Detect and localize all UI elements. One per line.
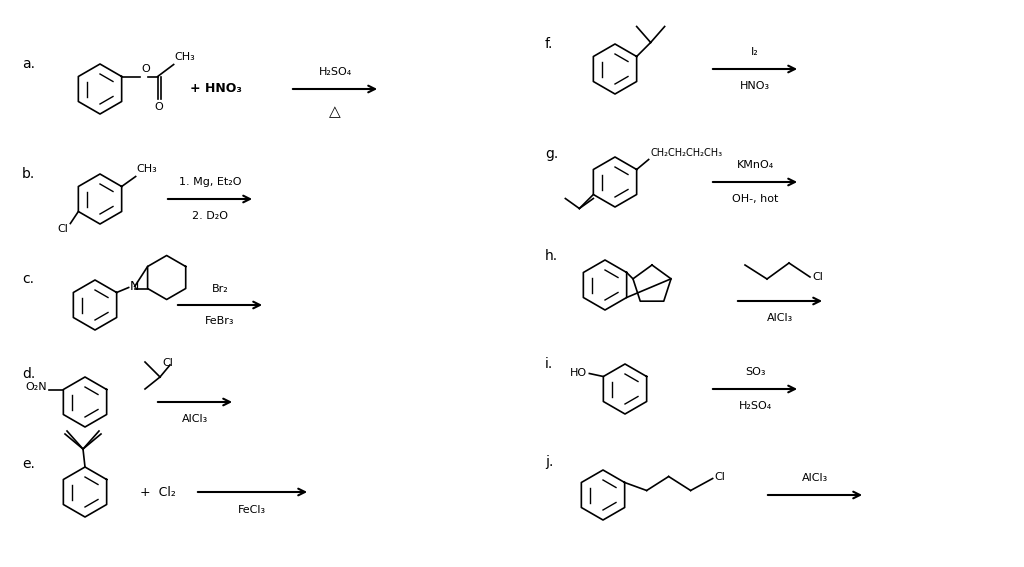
Text: a.: a.	[22, 57, 35, 71]
Text: c.: c.	[22, 272, 34, 286]
Text: Cl: Cl	[162, 358, 173, 368]
Text: d.: d.	[22, 367, 35, 381]
Text: HO: HO	[570, 367, 588, 378]
Text: h.: h.	[545, 249, 558, 263]
Text: e.: e.	[22, 457, 35, 471]
Text: FeBr₃: FeBr₃	[205, 316, 234, 326]
Text: AlCl₃: AlCl₃	[767, 313, 794, 323]
Text: FeCl₃: FeCl₃	[238, 505, 266, 515]
Text: b.: b.	[22, 167, 35, 181]
Text: 1. Mg, Et₂O: 1. Mg, Et₂O	[179, 177, 242, 187]
Text: OH-, hot: OH-, hot	[732, 194, 778, 204]
Text: CH₃: CH₃	[175, 53, 196, 62]
Text: O: O	[141, 64, 151, 74]
Text: CH₂CH₂CH₂CH₃: CH₂CH₂CH₂CH₃	[650, 147, 723, 158]
Text: H₂SO₄: H₂SO₄	[738, 401, 772, 411]
Text: HNO₃: HNO₃	[740, 81, 770, 91]
Text: +  Cl₂: + Cl₂	[140, 485, 176, 498]
Text: Cl: Cl	[57, 225, 69, 235]
Text: + HNO₃: + HNO₃	[189, 83, 242, 95]
Text: CH₃: CH₃	[136, 164, 158, 175]
Text: O: O	[155, 103, 163, 112]
Text: 2. D₂O: 2. D₂O	[193, 211, 228, 221]
Text: N: N	[130, 280, 139, 293]
Text: f.: f.	[545, 37, 553, 51]
Text: H₂SO₄: H₂SO₄	[318, 67, 351, 77]
Text: AlCl₃: AlCl₃	[182, 414, 208, 424]
Text: Br₂: Br₂	[212, 284, 228, 294]
Text: g.: g.	[545, 147, 558, 161]
Text: j.: j.	[545, 455, 553, 469]
Text: SO₃: SO₃	[744, 367, 765, 377]
Text: i.: i.	[545, 357, 553, 371]
Text: AlCl₃: AlCl₃	[802, 473, 828, 483]
Text: O₂N: O₂N	[26, 383, 47, 392]
Text: △: △	[329, 104, 341, 119]
Text: I₂: I₂	[752, 47, 759, 57]
Text: Cl: Cl	[715, 472, 726, 481]
Text: Cl: Cl	[812, 272, 823, 282]
Text: KMnO₄: KMnO₄	[736, 160, 773, 170]
